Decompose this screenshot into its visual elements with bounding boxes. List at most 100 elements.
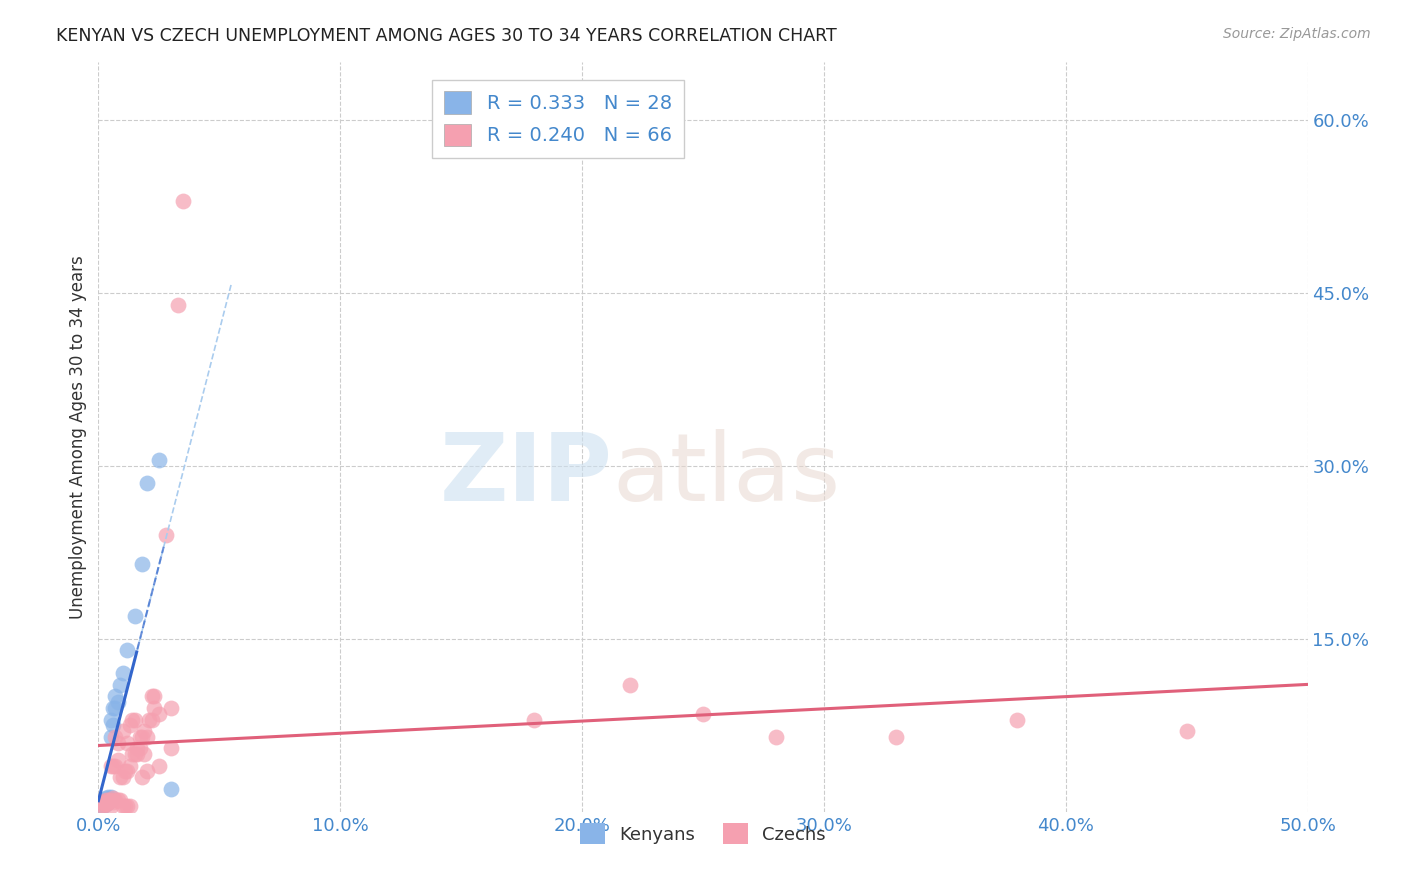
Point (100, 730, 122, 744)
Point (101, 718, 124, 732)
Point (114, 764, 136, 779)
Point (97, 796, 120, 810)
Point (1175, 724, 1198, 739)
Point (141, 713, 163, 727)
Text: atlas: atlas (613, 428, 841, 521)
Point (135, 476, 157, 491)
Point (100, 758, 122, 772)
Point (90, 799, 112, 814)
Point (128, 741, 150, 756)
Point (135, 764, 157, 779)
Point (160, 701, 183, 715)
Point (114, 799, 136, 814)
Point (97, 793, 120, 807)
Point (100, 799, 122, 814)
Point (101, 758, 124, 772)
Point (172, 194, 194, 208)
Point (138, 713, 160, 727)
Point (91, 797, 114, 811)
Point (117, 764, 139, 779)
Point (104, 701, 127, 715)
Point (107, 695, 129, 709)
Point (134, 724, 156, 739)
Point (148, 758, 170, 772)
Point (128, 730, 150, 744)
Point (94, 790, 117, 805)
Point (148, 453, 170, 467)
Point (91, 796, 114, 810)
Point (104, 793, 127, 807)
Point (160, 781, 183, 796)
Point (90, 796, 112, 810)
Point (121, 713, 143, 727)
Point (117, 799, 139, 814)
Point (148, 706, 170, 721)
Point (101, 790, 124, 805)
Point (107, 753, 129, 767)
Point (108, 678, 131, 692)
Point (692, 706, 714, 721)
Point (104, 690, 127, 704)
Point (167, 297, 190, 311)
Point (111, 799, 134, 814)
Point (124, 713, 146, 727)
Point (135, 730, 157, 744)
Point (523, 713, 546, 727)
Point (100, 789, 122, 804)
Legend: Kenyans, Czechs: Kenyans, Czechs (572, 816, 834, 851)
Point (104, 730, 127, 744)
Point (97, 793, 120, 807)
Text: Source: ZipAtlas.com: Source: ZipAtlas.com (1223, 27, 1371, 41)
Point (127, 747, 149, 761)
Point (104, 758, 127, 772)
Point (108, 793, 131, 807)
Point (134, 747, 156, 761)
Point (94, 793, 117, 807)
Point (124, 608, 146, 623)
Point (131, 770, 153, 784)
Point (131, 730, 153, 744)
Point (127, 741, 149, 756)
Point (143, 690, 166, 704)
Point (118, 758, 141, 772)
Y-axis label: Unemployment Among Ages 30 to 34 years: Unemployment Among Ages 30 to 34 years (69, 255, 87, 619)
Point (117, 643, 139, 657)
Point (94, 797, 117, 811)
Point (108, 770, 131, 784)
Point (141, 690, 163, 704)
Point (91, 799, 114, 814)
Point (886, 730, 908, 744)
Point (97, 789, 120, 804)
Point (619, 678, 641, 692)
Point (124, 747, 146, 761)
Point (121, 747, 143, 761)
Point (155, 528, 177, 542)
Point (91, 793, 114, 807)
Point (118, 799, 141, 814)
Point (91, 797, 114, 812)
Point (100, 713, 122, 727)
Point (1007, 713, 1029, 727)
Point (97, 796, 120, 810)
Point (101, 796, 124, 810)
Point (94, 793, 117, 807)
Point (107, 793, 129, 807)
Point (111, 666, 134, 681)
Point (100, 793, 122, 807)
Point (765, 730, 787, 744)
Point (160, 741, 183, 756)
Point (118, 718, 141, 732)
Point (143, 701, 166, 715)
Point (90, 799, 112, 814)
Point (94, 797, 117, 811)
Point (131, 557, 153, 571)
Point (111, 770, 134, 784)
Point (100, 793, 122, 807)
Point (101, 701, 124, 715)
Text: KENYAN VS CZECH UNEMPLOYMENT AMONG AGES 30 TO 34 YEARS CORRELATION CHART: KENYAN VS CZECH UNEMPLOYMENT AMONG AGES … (56, 27, 837, 45)
Point (90, 796, 112, 810)
Point (107, 735, 129, 749)
Point (111, 724, 134, 739)
Text: ZIP: ZIP (440, 428, 613, 521)
Point (117, 735, 139, 749)
